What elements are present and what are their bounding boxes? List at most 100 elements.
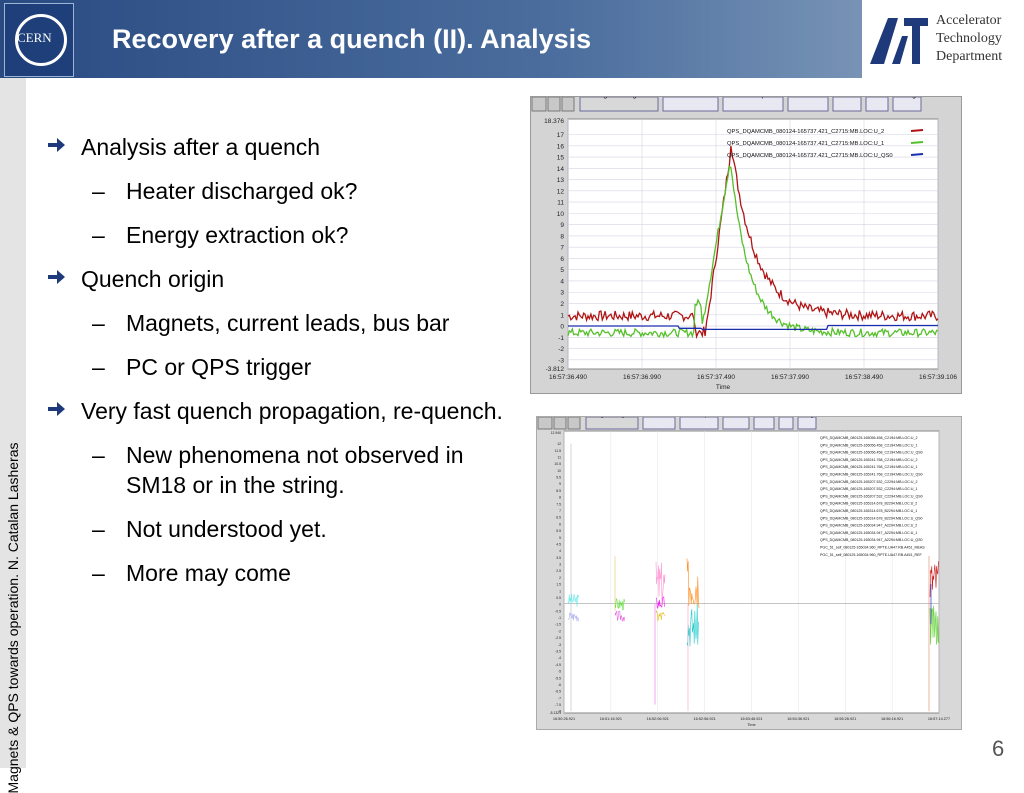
x-tick-label: 16:55:26.921 xyxy=(834,717,856,721)
sub-bullet-text: Not understood yet. xyxy=(126,516,327,542)
y-tick-label: 0 xyxy=(559,603,561,607)
y-tick-label: 8 xyxy=(559,496,561,500)
legend-entry: QPS_DQAMCMB_080125-165034.947_A2294:MB.L… xyxy=(820,524,917,528)
legend-entry: QPS_DQAMCMB_080125-165056.458_C2194:MB.L… xyxy=(820,451,923,455)
x-tick-label: 16:53:46.921 xyxy=(740,717,762,721)
y-tick-label: -3 xyxy=(558,643,561,647)
toolbar-button-label: FFT xyxy=(781,417,790,419)
y-tick-label: 17 xyxy=(557,132,565,139)
y-tick-label: 11 xyxy=(557,455,561,459)
y-tick-label: -2.5 xyxy=(555,636,561,640)
y-tick-label: 11.5 xyxy=(555,449,561,453)
legend-entry: PGC_51_self_080125-165034.960_RPTE.UA47.… xyxy=(820,553,922,557)
sub-bullet-text: Energy extraction ok? xyxy=(126,222,349,248)
arrow-bullet-icon xyxy=(48,402,65,416)
page-number: 6 xyxy=(992,736,1005,761)
quench-plot-screenshot-2: Legend at right Default Scale Screen Captu… xyxy=(536,413,962,730)
toolbar-button xyxy=(832,96,862,112)
x-axis-label: Time xyxy=(747,723,755,727)
x-axis-label: Time xyxy=(716,384,731,391)
y-tick-label: 6.5 xyxy=(556,516,561,520)
toolbar-button xyxy=(753,416,775,430)
department-line-1: Accelerator xyxy=(936,13,1002,28)
toolbar-button xyxy=(722,416,750,430)
y-tick-label: 16 xyxy=(557,143,565,150)
trace-u1 xyxy=(567,165,939,339)
x-tick-label: 16:52:56.921 xyxy=(694,717,716,721)
y-tick-label: 8 xyxy=(560,233,564,240)
y-tick-label: -1 xyxy=(558,335,564,342)
toolbar-button xyxy=(892,96,922,112)
y-tick-label: -6.5 xyxy=(555,690,561,694)
pan-tool-icon xyxy=(567,416,581,430)
sub-bullet-text: New phenomena not observed in SM18 or in… xyxy=(126,442,464,498)
y-tick-label: 10 xyxy=(557,469,561,473)
department-text: Accelerator Technology Department xyxy=(936,12,1002,66)
y-tick-label: 3 xyxy=(560,290,564,297)
y-tick-label: -8 xyxy=(558,710,561,714)
y-tick-label: -2 xyxy=(558,346,564,353)
legend-entry: QPS_DQAMCMB_080125-165207.532_C2294:MB.L… xyxy=(820,494,923,498)
y-tick-label: 1 xyxy=(559,589,561,593)
x-tick-label: 16:56:16.921 xyxy=(881,717,903,721)
legend-entry: QPS_DQAMCMB_080125-165056.458_C2194:MB.L… xyxy=(820,443,918,447)
x-tick-label: 16:57:39.106 xyxy=(919,374,957,381)
legend-entry: QPS_DQAMCMB_080124-165737.421_C2715:MB.L… xyxy=(727,153,893,159)
legend-entry: QPS_DQAMCMB_080125-165314.678_B2294:MB.L… xyxy=(820,502,917,506)
x-tick-label: 16:57:37.490 xyxy=(697,374,735,381)
sub-bullet: – Magnets, current leads, bus bar xyxy=(92,310,450,336)
y-tick-label: 9 xyxy=(560,222,564,229)
trace-u2 xyxy=(567,145,939,340)
toolbar-button-label: Y Log xyxy=(801,417,814,419)
sub-bullet: – Not understood yet. xyxy=(92,516,327,542)
page-title: Recovery after a quench (II). Analysis xyxy=(112,24,592,54)
toolbar-button xyxy=(662,96,719,112)
burst-trace xyxy=(929,561,939,598)
cern-logo-text: CERN xyxy=(17,30,52,45)
toolbar-button-label: Deriv. xyxy=(838,97,856,99)
zoom-tool-icon xyxy=(547,96,561,112)
bullet-text: Very fast quench propagation, re-quench. xyxy=(81,398,503,424)
bullet-fast-propagation: Very fast quench propagation, re-quench. xyxy=(46,396,516,426)
side-strip: Magnets & QPS towards operation. N. Cata… xyxy=(0,78,26,793)
y-min-label: -8.1321 xyxy=(550,711,562,715)
toolbar-button xyxy=(642,416,676,430)
toolbar-button xyxy=(722,96,784,112)
x-tick-label: 16:57:14.277 xyxy=(928,717,950,721)
burst-trace xyxy=(567,593,580,607)
x-tick-label: 16:51:16.921 xyxy=(600,717,622,721)
y-tick-label: -5 xyxy=(558,670,561,674)
y-tick-label: -3.5 xyxy=(555,650,561,654)
department-logo-icon xyxy=(870,18,928,64)
burst-trace xyxy=(614,610,625,623)
toolbar-button xyxy=(787,96,829,112)
y-tick-label: 6 xyxy=(559,522,561,526)
toolbar-button xyxy=(778,416,794,430)
toolbar-button-label: Y Log xyxy=(898,97,916,99)
y-tick-label: -1 xyxy=(558,616,561,620)
toolbar-button-label: Default Scale xyxy=(670,97,712,99)
trace-uqs0 xyxy=(568,324,938,331)
x-tick-label: 16:54:36.921 xyxy=(787,717,809,721)
cursor-tool-icon xyxy=(531,96,547,112)
y-tick-label: 5 xyxy=(560,267,564,274)
y-tick-label: 15 xyxy=(557,155,565,162)
y-tick-label: 3 xyxy=(559,563,561,567)
toolbar-button-label: Legend at right xyxy=(596,97,643,99)
y-tick-label: 5.5 xyxy=(556,529,561,533)
cern-logo-ring-icon xyxy=(15,14,67,66)
legend-entry: QPS_DQAMCMB_080125-165314.678_B2294:MB.L… xyxy=(820,516,922,520)
arrow-bullet-icon xyxy=(48,138,65,152)
y-tick-label: 9.5 xyxy=(556,476,561,480)
bullet-quench-origin: Quench origin xyxy=(46,264,516,294)
legend-swatch xyxy=(910,129,924,132)
y-tick-label: 9 xyxy=(559,482,561,486)
toolbar-button-label: Legend at right xyxy=(595,417,629,419)
slide-header: CERN Recovery after a quench (II). Analy… xyxy=(0,0,1024,78)
arrow-bullet-icon xyxy=(48,270,65,284)
burst-trace xyxy=(929,605,939,645)
sub-bullet: – PC or QPS trigger xyxy=(92,354,312,380)
y-tick-label: -5.5 xyxy=(555,676,561,680)
burst-trace xyxy=(686,558,700,609)
toolbar-button xyxy=(865,96,889,112)
